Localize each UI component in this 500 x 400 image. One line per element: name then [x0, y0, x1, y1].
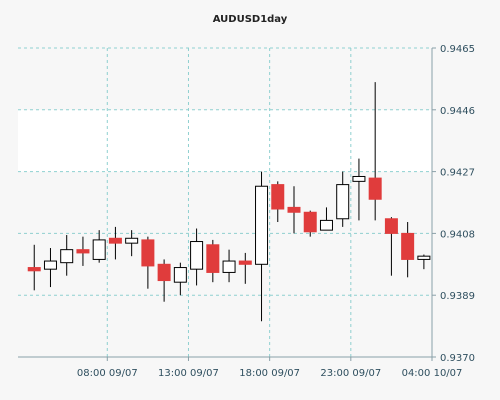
- candle-body-down: [303, 211, 317, 233]
- y-tick-label: 0.9427: [440, 168, 475, 179]
- y-tick-label: 0.9389: [440, 291, 475, 302]
- candle: [92, 230, 106, 263]
- candle: [287, 186, 301, 234]
- candle-body-down: [76, 249, 90, 254]
- candle-body-down: [287, 206, 301, 213]
- candle: [303, 210, 317, 237]
- candle: [384, 217, 398, 276]
- candle: [173, 262, 187, 296]
- candle-body-down: [238, 260, 252, 265]
- x-tick-label: 08:00 09/07: [77, 368, 138, 379]
- plot-band: [18, 109, 432, 172]
- x-tick-label: 04:00 10/07: [402, 368, 463, 379]
- candle: [206, 239, 220, 283]
- candle: [76, 236, 90, 266]
- candle-body-down: [271, 184, 285, 210]
- y-tick-label: 0.9465: [440, 44, 475, 55]
- y-tick-label: 0.9408: [440, 229, 475, 240]
- candle: [271, 181, 285, 223]
- candle: [336, 171, 350, 227]
- x-tick-labels: 08:00 09/07 13:00 09/07 18:00 09/07 23:00 0…: [77, 357, 463, 379]
- candle: [401, 222, 415, 278]
- candle-body-down: [368, 177, 382, 200]
- candle: [352, 158, 366, 221]
- x-tick-label: 13:00 09/07: [158, 368, 219, 379]
- y-tick-label: 0.9446: [440, 106, 475, 117]
- candles: [27, 82, 431, 322]
- candle: [125, 230, 139, 257]
- candle: [319, 207, 333, 231]
- x-tick-label: 18:00 09/07: [239, 368, 300, 379]
- candle: [27, 244, 41, 291]
- candle-body-up: [336, 184, 350, 220]
- candle-body-up: [352, 175, 366, 182]
- candle-body-up: [417, 255, 431, 260]
- candle-body-down: [206, 244, 220, 273]
- chart-title: AUDUSD1day: [213, 14, 288, 25]
- candle-body-up: [173, 267, 187, 283]
- candle-body-up: [43, 260, 57, 270]
- candle-body-up: [190, 241, 204, 270]
- candle-body-up: [92, 239, 106, 260]
- candle-body-up: [255, 185, 269, 265]
- candle: [108, 226, 122, 260]
- candle: [255, 171, 269, 322]
- candle-body-down: [157, 263, 171, 282]
- candle-body-down: [27, 267, 41, 272]
- candle: [417, 254, 431, 270]
- candle-body-up: [125, 237, 139, 244]
- candle: [190, 228, 204, 286]
- candle-body-up: [60, 249, 74, 264]
- candle: [238, 252, 252, 284]
- y-tick-labels: 0.9465 0.9446 0.9427 0.9408 0.9389 0.9370: [432, 44, 475, 364]
- candle: [157, 259, 171, 302]
- y-tick-label: 0.9370: [440, 353, 475, 364]
- candle: [368, 82, 382, 221]
- candle: [60, 235, 74, 276]
- x-tick-label: 23:00 09/07: [320, 368, 381, 379]
- candle-body-down: [401, 232, 415, 260]
- candle-body-up: [222, 260, 236, 273]
- candle-body-down: [384, 218, 398, 234]
- candle: [222, 249, 236, 283]
- candle-body-down: [141, 239, 155, 267]
- candle: [43, 248, 57, 288]
- candle: [141, 236, 155, 289]
- candle-body-up: [319, 219, 333, 231]
- candle-body-down: [108, 237, 122, 244]
